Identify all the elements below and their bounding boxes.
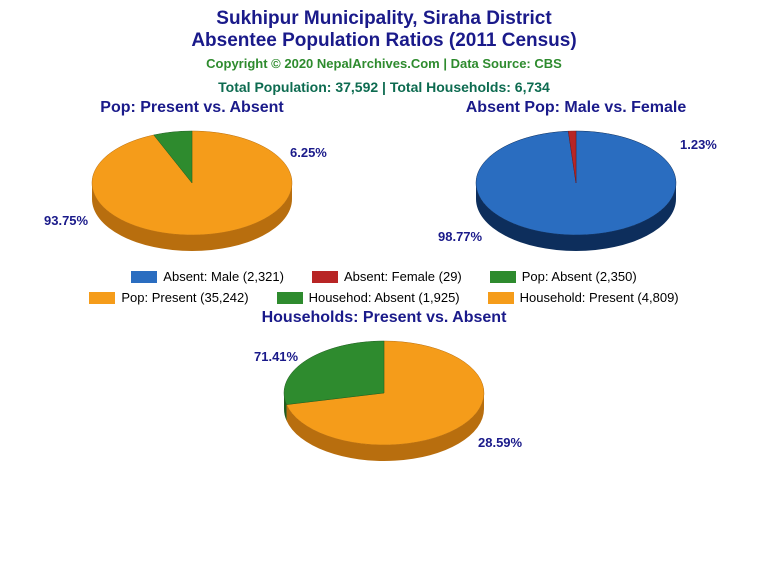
chart-1-pie: 93.75%6.25%	[72, 121, 312, 261]
legend-swatch	[490, 271, 516, 283]
legend-label: Pop: Present (35,242)	[121, 290, 248, 305]
legend-item: Pop: Present (35,242)	[89, 290, 248, 305]
legend-item: Absent: Male (2,321)	[131, 269, 284, 284]
pie-label: 1.23%	[680, 137, 717, 152]
legend-label: Househod: Absent (1,925)	[309, 290, 460, 305]
chart-1-title: Pop: Present vs. Absent	[12, 99, 372, 117]
legend-swatch	[131, 271, 157, 283]
pie-label: 71.41%	[254, 349, 298, 364]
legend-swatch	[89, 292, 115, 304]
chart-row-top: Pop: Present vs. Absent 93.75%6.25% Abse…	[0, 99, 768, 261]
legend-item: Pop: Absent (2,350)	[490, 269, 637, 284]
chart-2-title: Absent Pop: Male vs. Female	[396, 99, 756, 117]
title-main: Sukhipur Municipality, Siraha District	[0, 0, 768, 30]
chart-row-bottom: Households: Present vs. Absent 71.41%28.…	[0, 309, 768, 471]
legend-item: Househod: Absent (1,925)	[277, 290, 460, 305]
chart-2-pie: 98.77%1.23%	[456, 121, 696, 261]
copyright-line: Copyright © 2020 NepalArchives.Com | Dat…	[0, 56, 768, 71]
pie-label: 28.59%	[478, 435, 522, 450]
stats-line: Total Population: 37,592 | Total Househo…	[0, 79, 768, 95]
legend-swatch	[488, 292, 514, 304]
chart-3-title: Households: Present vs. Absent	[0, 309, 768, 327]
legend-label: Pop: Absent (2,350)	[522, 269, 637, 284]
pie-label: 98.77%	[438, 229, 482, 244]
legend-label: Absent: Female (29)	[344, 269, 462, 284]
legend: Absent: Male (2,321) Absent: Female (29) P…	[84, 269, 684, 305]
chart-1: Pop: Present vs. Absent 93.75%6.25%	[12, 99, 372, 261]
legend-label: Absent: Male (2,321)	[163, 269, 284, 284]
pie-label: 6.25%	[290, 145, 327, 160]
chart-2: Absent Pop: Male vs. Female 98.77%1.23%	[396, 99, 756, 261]
legend-swatch	[312, 271, 338, 283]
legend-item: Household: Present (4,809)	[488, 290, 679, 305]
legend-swatch	[277, 292, 303, 304]
title-sub: Absentee Population Ratios (2011 Census)	[0, 30, 768, 52]
chart-3-pie: 71.41%28.59%	[264, 331, 504, 471]
legend-label: Household: Present (4,809)	[520, 290, 679, 305]
legend-item: Absent: Female (29)	[312, 269, 462, 284]
pie-label: 93.75%	[44, 213, 88, 228]
